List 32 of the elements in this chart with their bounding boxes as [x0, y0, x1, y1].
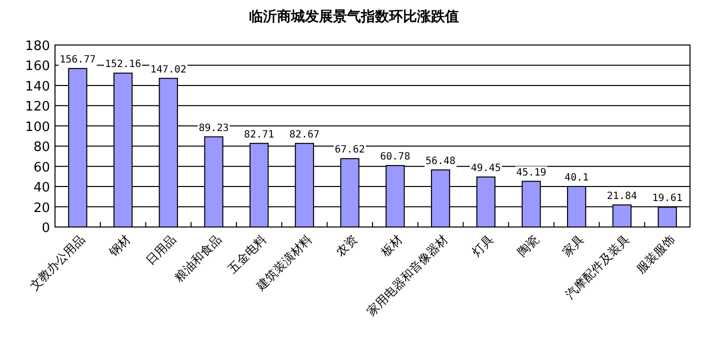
data-label: 21.84 — [606, 190, 638, 202]
y-tick-label: 80 — [33, 140, 50, 156]
data-label: 49.45 — [470, 163, 501, 174]
chart-title: 临沂商城发展景气指数环比涨跌值 — [249, 8, 459, 25]
data-label: 82.71 — [244, 129, 274, 140]
data-label: 147.02 — [150, 64, 186, 76]
y-tick-label: 180 — [25, 39, 50, 54]
x-tick-label: 钢材 — [106, 232, 134, 260]
y-tick-label: 160 — [25, 59, 50, 74]
data-label: 40.1 — [564, 172, 589, 184]
y-tick-label: 100 — [25, 120, 50, 135]
y-tick-label: 120 — [25, 100, 50, 115]
data-label: 60.78 — [380, 152, 410, 163]
y-tick-label: 60 — [33, 160, 50, 176]
data-label: 56.48 — [425, 156, 456, 167]
y-tick-label: 140 — [25, 79, 50, 94]
y-tick-label: 40 — [33, 180, 50, 196]
y-tick-label: 20 — [33, 200, 50, 216]
x-tick-label: 灯具 — [469, 232, 496, 260]
x-tick-label: 板材 — [378, 232, 406, 260]
x-tick-label: 农资 — [333, 232, 360, 260]
data-label: 67.62 — [334, 144, 365, 156]
data-label: 89.23 — [198, 122, 229, 134]
data-label: 45.19 — [516, 167, 546, 178]
x-tick-label: 家具 — [560, 232, 587, 260]
x-tick-label: 服装服饰 — [634, 232, 678, 276]
x-tick-label: 陶瓷 — [514, 232, 542, 260]
x-tick-label: 日用品 — [143, 232, 179, 268]
data-label: 82.67 — [289, 129, 320, 140]
data-label: 152.16 — [104, 59, 142, 70]
data-label: 156.77 — [60, 54, 96, 66]
data-label: 19.61 — [652, 193, 682, 204]
